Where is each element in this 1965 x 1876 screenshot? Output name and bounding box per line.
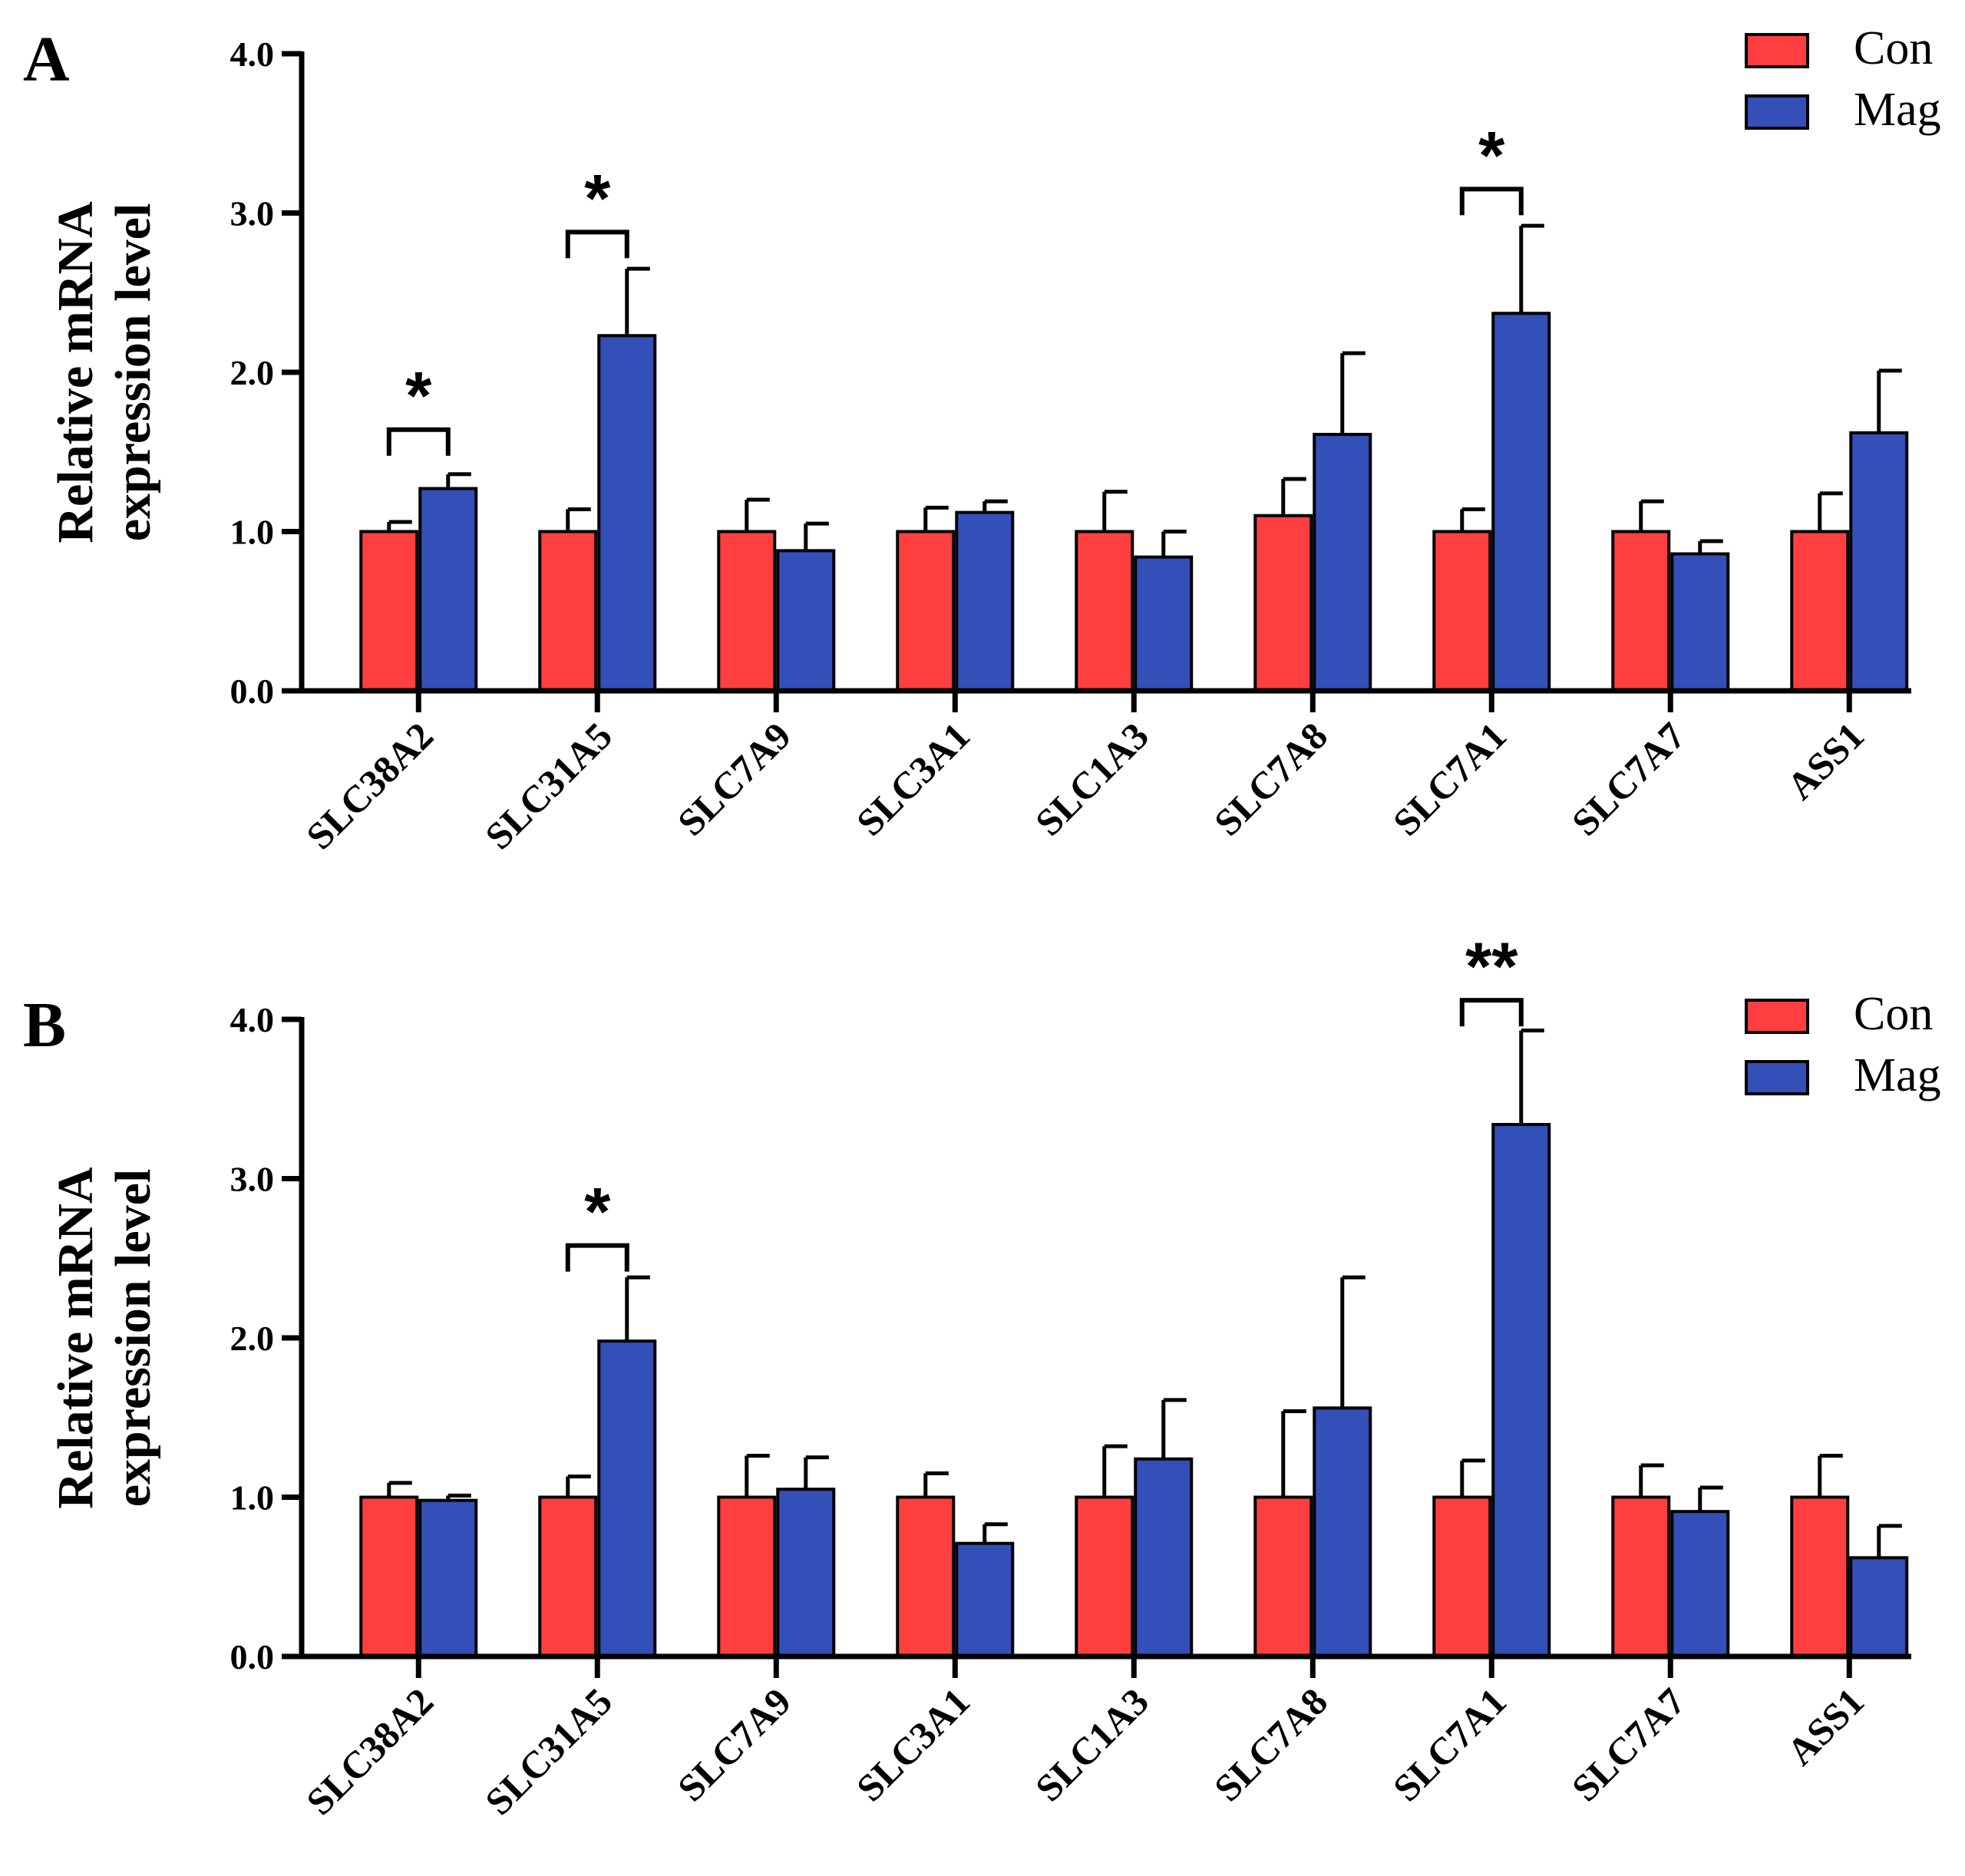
- bar-con: [1611, 530, 1671, 692]
- bar-con: [1075, 1495, 1134, 1658]
- category-label: SLC7A7: [1564, 714, 1693, 844]
- y-tick-label: 4.0: [230, 1000, 275, 1039]
- category-label: SLC7A8: [1206, 1679, 1336, 1809]
- legend-swatch-mag: [1745, 94, 1809, 130]
- bar-con: [1432, 1495, 1492, 1658]
- category-label: SLC1A3: [1027, 714, 1157, 844]
- significance-label: *: [1478, 117, 1505, 193]
- bar-con: [359, 1495, 419, 1658]
- y-tick-label: 1.0: [230, 1478, 275, 1518]
- bar-con: [1253, 1495, 1313, 1658]
- bar-con: [1075, 530, 1134, 692]
- bar-con: [359, 530, 419, 692]
- bar-mag: [776, 1488, 836, 1658]
- bar-con: [896, 1495, 956, 1658]
- significance-bracket: [386, 427, 451, 456]
- bar-mag: [1491, 312, 1551, 692]
- bar-mag: [955, 1541, 1015, 1659]
- bar-mag: [1313, 432, 1372, 692]
- y-tick-label: 0.0: [230, 672, 275, 711]
- bar-mag: [1134, 555, 1194, 693]
- significance-label: *: [584, 160, 611, 236]
- y-tick-label: 2.0: [230, 353, 275, 392]
- legend-swatch-mag: [1745, 1060, 1809, 1095]
- category-label: SLC7A7: [1564, 1679, 1693, 1809]
- significance-label: *: [405, 358, 432, 434]
- y-axis-label-line2: expression level: [105, 203, 161, 542]
- significance-bracket: [1459, 998, 1524, 1027]
- y-axis-label: Relative mRNAexpression level: [48, 1167, 161, 1509]
- legend-label-mag: Mag: [1854, 1049, 1941, 1101]
- y-tick-label: 1.0: [230, 513, 275, 552]
- y-axis-label-line1: Relative mRNA: [48, 201, 104, 543]
- y-tick-label: 4.0: [230, 35, 275, 74]
- bar-mag: [1849, 1556, 1909, 1658]
- panel-letter: A: [23, 24, 70, 95]
- y-axis-label-line2: expression level: [105, 1169, 161, 1508]
- bar-mag: [1134, 1457, 1194, 1658]
- significance-bracket: [1459, 187, 1524, 216]
- legend-swatch-con: [1745, 999, 1809, 1034]
- bar-mag: [597, 1339, 657, 1659]
- y-axis-label: Relative mRNAexpression level: [48, 201, 161, 543]
- y-tick-label: 0.0: [230, 1637, 275, 1676]
- category-label: ASS1: [1778, 1679, 1872, 1773]
- bar-mag: [418, 1498, 478, 1659]
- y-tick-label: 3.0: [230, 194, 275, 233]
- panel-a: A Relative mRNAexpression level 0.0 1.0 2.0 3…: [23, 22, 1941, 857]
- bar-con: [1790, 530, 1850, 692]
- bar-con: [896, 530, 956, 692]
- bar-mag: [1849, 431, 1909, 692]
- category-label: SLC1A3: [1027, 1679, 1157, 1809]
- bar-con: [1790, 1495, 1850, 1658]
- category-label: SLC7A1: [1385, 714, 1514, 844]
- category-label: SLC31A5: [477, 1679, 620, 1823]
- panel-b: B Relative mRNAexpression level 0.0 1.0 2.0 3…: [23, 928, 1941, 1823]
- bar-mag: [955, 510, 1015, 692]
- category-label: SLC3A1: [848, 1679, 978, 1809]
- bar-mag: [418, 487, 478, 692]
- bar-mag: [776, 549, 836, 693]
- category-label: SLC3A1: [848, 714, 978, 844]
- category-label: SLC7A1: [1385, 1679, 1514, 1809]
- bar-mag: [597, 334, 657, 692]
- legend-label-con: Con: [1854, 988, 1933, 1040]
- category-label: SLC31A5: [477, 714, 620, 857]
- bar-con: [1611, 1495, 1671, 1658]
- y-tick-label: 2.0: [230, 1319, 275, 1358]
- category-label: SLC7A8: [1206, 714, 1336, 844]
- panel-letter: B: [23, 989, 66, 1061]
- significance-label: **: [1465, 928, 1518, 1004]
- significance-bracket: [565, 230, 629, 259]
- significance-bracket: [565, 1243, 629, 1272]
- bar-mag: [1670, 552, 1730, 692]
- bar-con: [1253, 514, 1313, 692]
- legend-label-mag: Mag: [1854, 84, 1941, 136]
- bar-con: [1432, 530, 1492, 692]
- category-label: SLC7A9: [669, 714, 799, 844]
- bar-con: [538, 530, 598, 692]
- category-label: SLC7A9: [669, 1679, 799, 1809]
- bar-mag: [1670, 1510, 1730, 1659]
- category-label: SLC38A2: [298, 1679, 441, 1823]
- bar-mag: [1491, 1122, 1551, 1658]
- y-axis-label-line1: Relative mRNA: [48, 1167, 104, 1509]
- bar-con: [717, 530, 777, 692]
- y-tick-label: 3.0: [230, 1160, 275, 1199]
- bar-mag: [1313, 1406, 1372, 1659]
- legend-label-con: Con: [1854, 22, 1933, 74]
- significance-label: *: [584, 1174, 611, 1250]
- legend-swatch-con: [1745, 33, 1809, 68]
- bar-con: [538, 1495, 598, 1658]
- bar-con: [717, 1495, 777, 1658]
- category-label: ASS1: [1778, 714, 1872, 808]
- category-label: SLC38A2: [298, 714, 441, 857]
